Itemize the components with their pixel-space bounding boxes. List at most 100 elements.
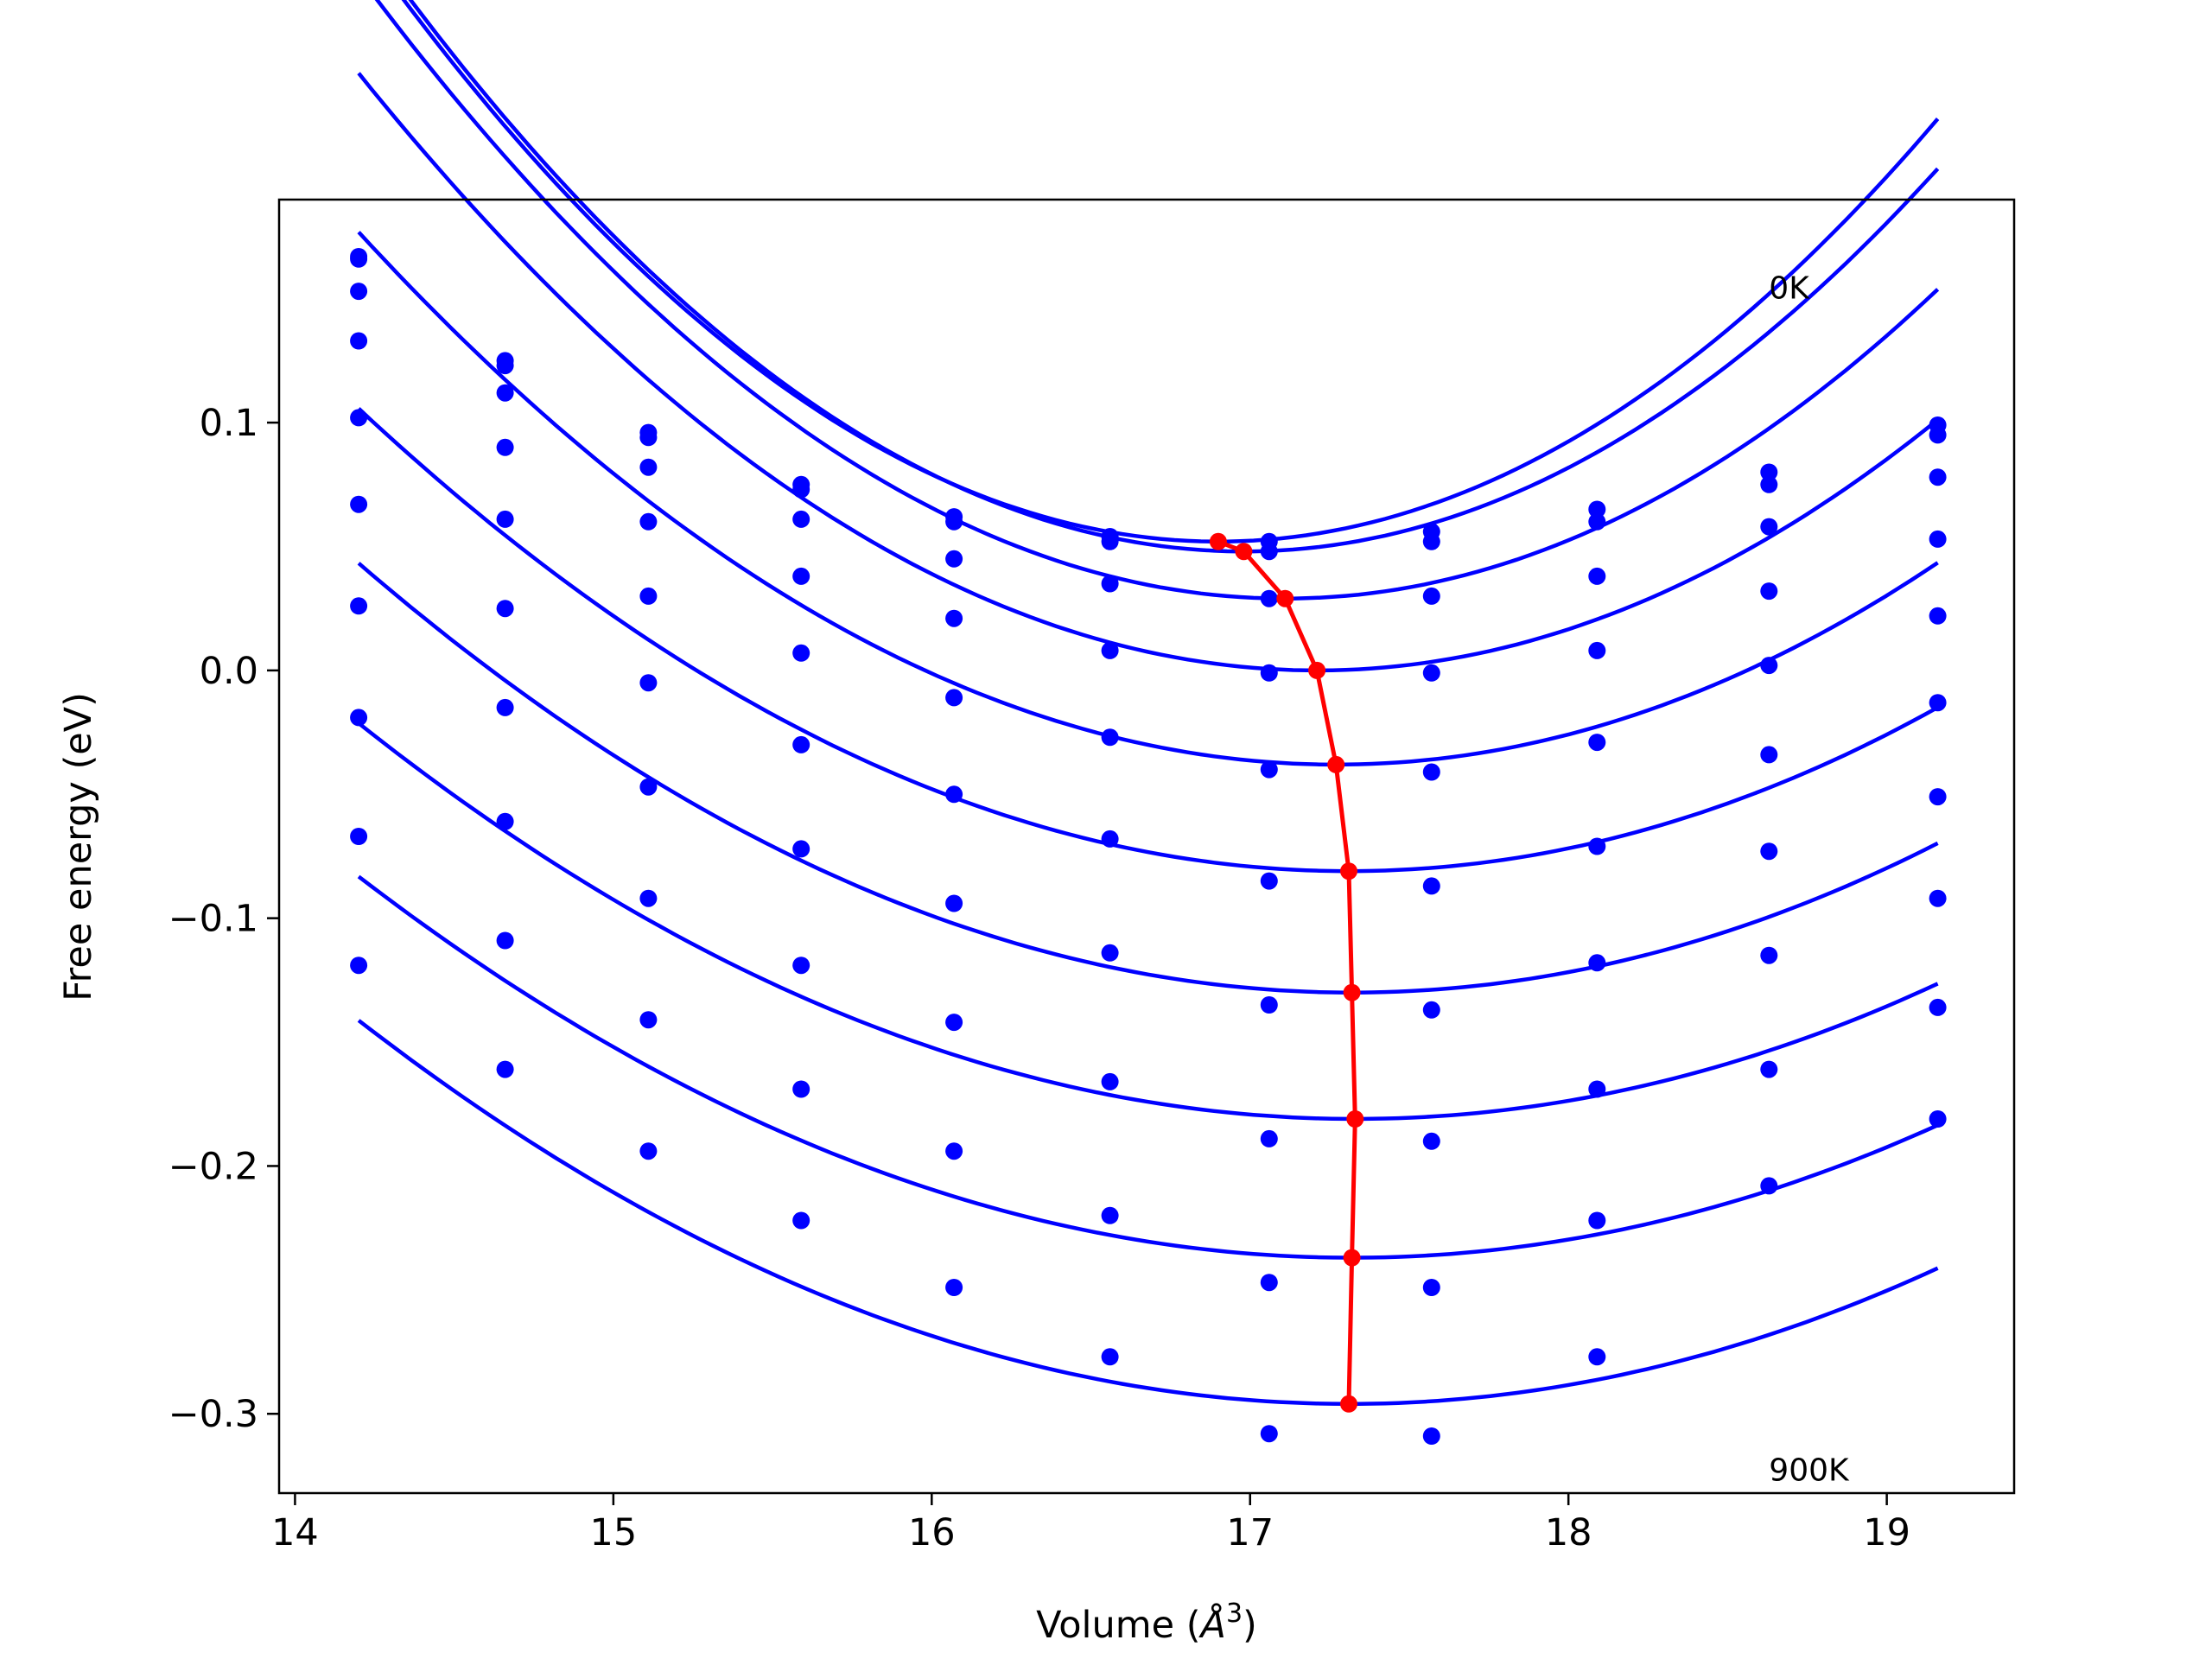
fit-curve-6 <box>357 407 1939 874</box>
data-point <box>1760 1177 1778 1195</box>
data-point <box>496 931 514 950</box>
data-point <box>792 840 810 858</box>
data-point <box>1929 998 1947 1016</box>
data-point <box>1588 837 1606 855</box>
fit-curve-10 <box>357 1019 1939 1407</box>
fit-curve-3 <box>374 0 1940 601</box>
fit-curve-5 <box>357 231 1939 767</box>
x-tick-label: 18 <box>1545 1511 1592 1554</box>
x-tick-label: 16 <box>908 1511 956 1554</box>
data-point <box>792 1080 810 1098</box>
data-point <box>350 597 368 615</box>
data-point <box>945 785 963 804</box>
data-point <box>1422 587 1440 605</box>
x-axis-label: Volume (Å3) <box>1036 1599 1257 1647</box>
data-point <box>945 609 963 627</box>
data-point <box>350 828 368 845</box>
data-point <box>639 512 658 531</box>
data-point <box>1588 1348 1606 1366</box>
x-tick-label: 14 <box>271 1511 319 1554</box>
data-point <box>639 889 658 907</box>
y-tick-label: −0.1 <box>168 898 258 941</box>
fit-curve-9 <box>357 874 1939 1260</box>
data-point <box>639 1011 658 1029</box>
data-point <box>1422 532 1440 550</box>
x-axis-label-exponent: 3 <box>1226 1599 1243 1629</box>
data-point <box>1422 1279 1440 1296</box>
data-point <box>1588 641 1606 659</box>
data-point <box>1760 518 1778 536</box>
data-point <box>792 957 810 975</box>
data-point <box>792 1211 810 1230</box>
data-points <box>350 248 1947 1445</box>
data-point <box>496 698 514 716</box>
data-point <box>792 567 810 585</box>
minimum-point <box>1343 983 1361 1001</box>
data-point <box>945 512 963 531</box>
data-point <box>496 1060 514 1078</box>
data-point <box>1588 734 1606 752</box>
data-point <box>1422 1132 1440 1150</box>
fit-curve-7 <box>357 562 1939 995</box>
data-point <box>1101 944 1119 962</box>
data-point <box>1929 607 1947 625</box>
data-point <box>1760 463 1778 481</box>
data-point <box>496 384 514 402</box>
minimum-point <box>1327 755 1345 773</box>
data-point <box>1260 872 1278 890</box>
data-point <box>1101 641 1119 659</box>
data-point <box>1101 728 1119 747</box>
data-point <box>792 735 810 753</box>
data-point <box>1101 830 1119 848</box>
data-point <box>350 283 368 301</box>
data-point <box>350 957 368 975</box>
data-point <box>1260 664 1278 682</box>
data-point <box>1260 1425 1278 1443</box>
x-tick-label: 17 <box>1226 1511 1274 1554</box>
data-point <box>1929 889 1947 907</box>
data-point <box>350 250 368 268</box>
data-point <box>945 1142 963 1160</box>
data-point <box>1588 1211 1606 1230</box>
data-point <box>1101 1206 1119 1224</box>
data-point <box>1760 582 1778 601</box>
fit-curve-2 <box>408 0 1940 554</box>
data-point <box>1588 567 1606 585</box>
annotations: 0K 900K <box>1769 271 1850 1489</box>
data-point <box>945 1279 963 1296</box>
data-point <box>639 429 658 447</box>
fit-curve-8 <box>357 721 1939 1122</box>
data-point <box>1422 1427 1440 1445</box>
data-point <box>1760 1060 1778 1078</box>
data-point <box>792 510 810 528</box>
minimum-path <box>1209 532 1364 1413</box>
data-point <box>1422 1001 1440 1019</box>
data-point <box>1101 532 1119 550</box>
data-point <box>496 510 514 528</box>
data-point <box>639 458 658 476</box>
data-point <box>792 480 810 499</box>
data-point <box>1260 543 1278 561</box>
data-point <box>1101 1072 1119 1090</box>
data-point <box>945 550 963 568</box>
data-point <box>1760 946 1778 964</box>
data-point <box>1929 426 1947 444</box>
data-point <box>1260 760 1278 779</box>
data-point <box>639 1142 658 1160</box>
data-point <box>496 812 514 830</box>
data-point <box>350 409 368 427</box>
minimum-point <box>1346 1110 1364 1128</box>
data-point <box>1260 996 1278 1014</box>
data-point <box>639 674 658 692</box>
data-point <box>1760 475 1778 493</box>
data-point <box>496 357 514 375</box>
data-point <box>1422 877 1440 895</box>
minimum-point <box>1276 589 1294 607</box>
plot-frame <box>277 198 2016 1495</box>
y-axis: 0.1 0.0 −0.1 −0.2 −0.3 <box>168 402 279 1436</box>
data-point <box>1260 1129 1278 1147</box>
data-point <box>1260 589 1278 607</box>
data-point <box>1588 512 1606 531</box>
minimum-point <box>1235 543 1253 561</box>
data-point <box>639 778 658 796</box>
